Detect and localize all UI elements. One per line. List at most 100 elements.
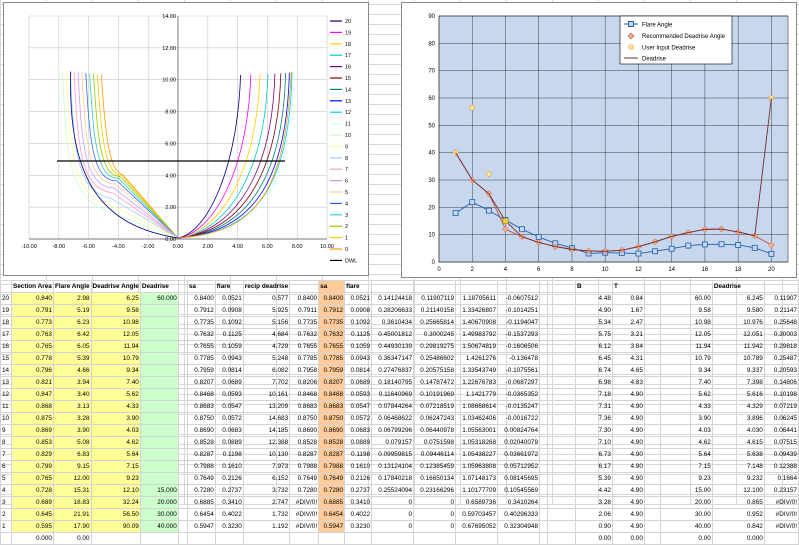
table-cell[interactable]: 0.8287 — [186, 448, 216, 461]
table-cell[interactable]: 0 — [413, 496, 457, 509]
table-cell[interactable]: 9.23 — [90, 472, 141, 485]
table-cell[interactable]: 0.7649 — [289, 472, 320, 485]
column-header[interactable] — [497, 280, 541, 293]
table-cell[interactable] — [497, 532, 541, 545]
table-cell[interactable]: 1.05963808 — [455, 460, 499, 473]
table-cell[interactable] — [643, 400, 661, 413]
table-cell[interactable]: 0.8750 — [318, 412, 346, 425]
table-cell[interactable] — [139, 400, 179, 413]
table-cell[interactable]: 0.1092 — [214, 316, 244, 329]
table-cell[interactable]: 7.148 — [711, 460, 765, 473]
table-cell[interactable]: 0.3410 — [344, 496, 373, 509]
column-header[interactable]: flare — [214, 280, 244, 293]
table-cell[interactable]: 4.83 — [611, 376, 645, 389]
table-cell[interactable]: 0.0814 — [214, 364, 244, 377]
table-cell[interactable]: 3.21 — [611, 328, 645, 341]
table-cell[interactable] — [539, 304, 548, 317]
table-cell[interactable]: 4.030 — [711, 424, 765, 437]
table-cell[interactable]: 7.10 — [574, 436, 613, 449]
table-cell[interactable]: 56.50 — [90, 508, 141, 521]
table-cell[interactable]: #DIV/0! — [763, 520, 799, 533]
table-cell[interactable]: 1.4261276 — [455, 352, 499, 365]
table-cell[interactable] — [539, 328, 548, 341]
table-cell[interactable]: 0.645 — [10, 508, 54, 521]
table-cell[interactable]: 0.40296333 — [497, 508, 541, 521]
table-cell[interactable]: 5.64 — [659, 448, 713, 461]
table-cell[interactable]: 4.90 — [611, 388, 645, 401]
table-cell[interactable]: 5.638 — [711, 448, 765, 461]
table-cell[interactable]: 4.90 — [574, 304, 613, 317]
table-cell[interactable]: 15 — [0, 352, 12, 365]
table-cell[interactable] — [177, 412, 188, 425]
table-cell[interactable]: 4.90 — [611, 424, 645, 437]
table-cell[interactable]: 0.03661972 — [497, 448, 541, 461]
table-cell[interactable]: 0.1198 — [214, 448, 244, 461]
table-cell[interactable]: 0.06468622 — [371, 412, 415, 425]
table-cell[interactable]: 6.45 — [574, 352, 613, 365]
table-cell[interactable]: 7.18 — [574, 388, 613, 401]
table-cell[interactable]: 0.7649 — [318, 472, 346, 485]
table-cell[interactable] — [539, 388, 548, 401]
table-cell[interactable]: 0.06245 — [763, 412, 799, 425]
table-cell[interactable]: 0 — [371, 520, 415, 533]
table-cell[interactable]: -0.1194047 — [497, 316, 541, 329]
table-cell[interactable]: 0.06441 — [763, 424, 799, 437]
table-cell[interactable]: 0.25486602 — [413, 352, 457, 365]
table-cell[interactable]: 0.10198 — [763, 388, 799, 401]
table-cell[interactable]: 14.683 — [242, 412, 291, 425]
table-cell[interactable]: 0.868 — [10, 400, 54, 413]
table-cell[interactable] — [177, 436, 188, 449]
table-cell[interactable]: 0.0908 — [344, 304, 373, 317]
table-cell[interactable]: 0.09959815 — [371, 448, 415, 461]
table-cell[interactable] — [344, 532, 373, 545]
table-cell[interactable] — [371, 532, 415, 545]
column-header[interactable] — [455, 280, 499, 293]
table-cell[interactable]: 0.791 — [10, 304, 54, 317]
table-cell[interactable] — [139, 436, 179, 449]
table-cell[interactable]: 0.7959 — [318, 364, 346, 377]
table-cell[interactable]: 9.34 — [659, 364, 713, 377]
table-cell[interactable] — [547, 496, 576, 509]
table-cell[interactable]: 0.11907119 — [413, 292, 457, 305]
table-cell[interactable]: 13.209 — [242, 400, 291, 413]
table-cell[interactable]: 0.29819275 — [413, 340, 457, 353]
table-cell[interactable]: 0.32304948 — [497, 520, 541, 533]
table-cell[interactable] — [763, 532, 799, 545]
table-cell[interactable]: 0.7988 — [318, 460, 346, 473]
table-cell[interactable]: 0.29818 — [763, 340, 799, 353]
table-cell[interactable]: 15.31 — [52, 484, 92, 497]
table-cell[interactable]: 0.07844264 — [371, 400, 415, 413]
table-cell[interactable]: 0.7785 — [318, 352, 346, 365]
table-cell[interactable] — [139, 424, 179, 437]
table-cell[interactable] — [643, 484, 661, 497]
table-cell[interactable]: 0.5947 — [186, 520, 216, 533]
table-cell[interactable]: 0.10191969 — [413, 388, 457, 401]
table-cell[interactable] — [177, 424, 188, 437]
table-cell[interactable]: 3.90 — [90, 412, 141, 425]
table-cell[interactable]: 0.25665814 — [413, 316, 457, 329]
table-cell[interactable] — [139, 448, 179, 461]
table-cell[interactable]: 4.33 — [90, 400, 141, 413]
table-cell[interactable]: 0.000 — [10, 532, 54, 545]
table-cell[interactable]: 1.18705611 — [455, 292, 499, 305]
table-cell[interactable]: 3.90 — [52, 424, 92, 437]
table-cell[interactable]: 0.7959 — [186, 364, 216, 377]
table-cell[interactable]: 4.65 — [611, 364, 645, 377]
table-cell[interactable]: 0.000 — [711, 532, 765, 545]
table-cell[interactable]: 6.73 — [574, 448, 613, 461]
table-cell[interactable]: 7.15 — [659, 460, 713, 473]
table-cell[interactable]: 8 — [0, 436, 12, 449]
table-cell[interactable] — [539, 436, 548, 449]
table-cell[interactable] — [177, 448, 188, 461]
table-cell[interactable]: 0.25648 — [763, 316, 799, 329]
table-cell[interactable] — [547, 328, 576, 341]
table-cell[interactable] — [539, 364, 548, 377]
table-cell[interactable]: 4.62 — [90, 436, 141, 449]
column-header[interactable] — [289, 280, 320, 293]
table-cell[interactable]: 5 — [0, 472, 12, 485]
table-cell[interactable] — [643, 520, 661, 533]
table-cell[interactable]: 0.0689 — [214, 376, 244, 389]
table-cell[interactable]: -0.1537293 — [497, 328, 541, 341]
table-cell[interactable]: 20.000 — [139, 496, 179, 509]
table-cell[interactable]: 6.17 — [574, 460, 613, 473]
